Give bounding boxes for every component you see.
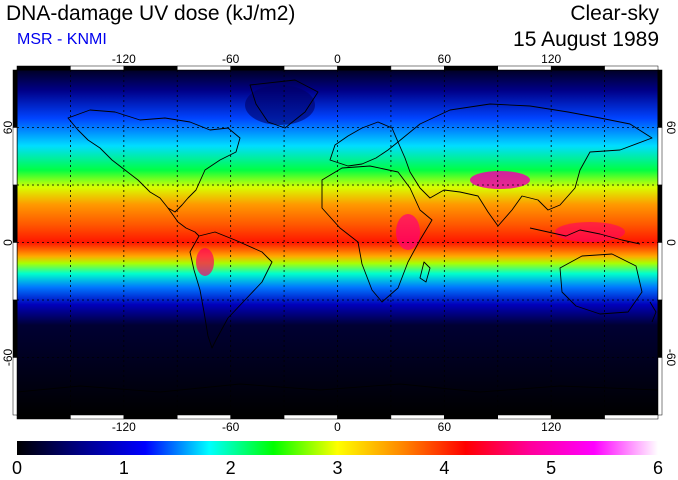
- border-segment: [604, 414, 659, 420]
- top-border-ticks: [16, 65, 659, 71]
- sky-condition-label: Clear-sky: [570, 2, 659, 25]
- border-segment: [497, 414, 552, 420]
- coast-africa: [321, 165, 433, 303]
- border-segment: [70, 65, 125, 71]
- lat-label-left: 0: [1, 239, 15, 246]
- lat-label-left: -60: [1, 349, 15, 367]
- lat-label-right: -60: [664, 349, 678, 367]
- greenland-dark: [245, 85, 315, 125]
- lon-label-top: 120: [541, 52, 561, 66]
- date-label: 15 August 1989: [513, 28, 659, 51]
- lon-label-top: -60: [222, 52, 240, 66]
- border-segment: [12, 242, 18, 301]
- bottom-border-ticks: [16, 414, 659, 420]
- coast-north-america: [67, 109, 241, 213]
- colorbar-label: 1: [118, 458, 129, 478]
- lat-label-right: 0: [664, 239, 678, 246]
- border-segment: [657, 299, 663, 358]
- border-segment: [70, 414, 125, 420]
- border-segment: [550, 65, 605, 71]
- border-segment: [390, 65, 445, 71]
- border-segment: [12, 357, 18, 416]
- coast-indonesia: [529, 227, 641, 245]
- colorbar-label: 2: [225, 458, 236, 478]
- colorbar-label: 0: [12, 458, 23, 478]
- coast-australia: [559, 253, 643, 315]
- coastlines: [17, 79, 658, 393]
- andes-highlight: [196, 248, 214, 276]
- coast-greenland: [249, 79, 319, 129]
- map-title: DNA-damage UV dose (kJ/m2): [6, 2, 296, 25]
- lat-label-left: 60: [1, 121, 15, 135]
- border-segment: [657, 242, 663, 301]
- border-segment: [657, 357, 663, 416]
- border-segment: [123, 414, 178, 420]
- border-segment: [177, 414, 231, 420]
- colorbar: [17, 441, 658, 455]
- lon-label-bottom: -120: [112, 420, 136, 434]
- border-segment: [390, 414, 445, 420]
- border-segment: [497, 65, 552, 71]
- border-segment: [337, 414, 392, 420]
- coast-new-zealand: [649, 301, 657, 323]
- border-segment: [283, 65, 338, 71]
- colorbar-label: 6: [653, 458, 664, 478]
- coast-south-america: [189, 231, 273, 349]
- coast-madagascar: [419, 261, 431, 283]
- left-border-ticks: [12, 69, 18, 416]
- coast-central-america: [167, 207, 200, 237]
- lon-label-bottom: 60: [438, 420, 452, 434]
- lat-label-right: 60: [664, 121, 678, 135]
- right-border-ticks: [657, 69, 663, 416]
- lon-label-bottom: 120: [541, 420, 561, 434]
- border-segment: [12, 127, 18, 186]
- tibet-plateau-highlight: [470, 171, 530, 189]
- colorbar-label: 3: [332, 458, 343, 478]
- border-segment: [16, 414, 71, 420]
- lon-label-top: 0: [334, 52, 341, 66]
- coast-antarctica: [17, 383, 658, 393]
- source-label: MSR - KNMI: [17, 31, 107, 48]
- longitude-labels: -120 -120 -60 -60 0 0 60 60 120 120: [112, 52, 562, 434]
- latitude-labels: 60 60 0 0 -60 -60: [1, 121, 678, 367]
- border-segment: [444, 65, 499, 71]
- border-segment: [12, 184, 18, 243]
- border-segment: [550, 414, 605, 420]
- colorbar-label: 5: [546, 458, 557, 478]
- border-segment: [337, 65, 392, 71]
- border-segment: [230, 414, 285, 420]
- border-segment: [657, 69, 663, 128]
- border-segment: [283, 414, 338, 420]
- coast-europe: [329, 121, 399, 167]
- lon-label-top: 60: [438, 52, 452, 66]
- border-segment: [230, 65, 285, 71]
- coast-asia: [397, 103, 653, 227]
- border-segment: [16, 65, 71, 71]
- graticule: [17, 70, 658, 415]
- border-segment: [444, 414, 499, 420]
- border-segment: [123, 65, 178, 71]
- lon-label-bottom: -60: [222, 420, 240, 434]
- border-segment: [657, 184, 663, 243]
- border-segment: [604, 65, 659, 71]
- border-segment: [12, 69, 18, 128]
- lon-label-top: -120: [112, 52, 136, 66]
- lon-label-bottom: 0: [334, 420, 341, 434]
- border-segment: [657, 127, 663, 186]
- colorbar-label: 4: [439, 458, 450, 478]
- east-africa-highlight: [396, 214, 420, 250]
- border-segment: [177, 65, 231, 71]
